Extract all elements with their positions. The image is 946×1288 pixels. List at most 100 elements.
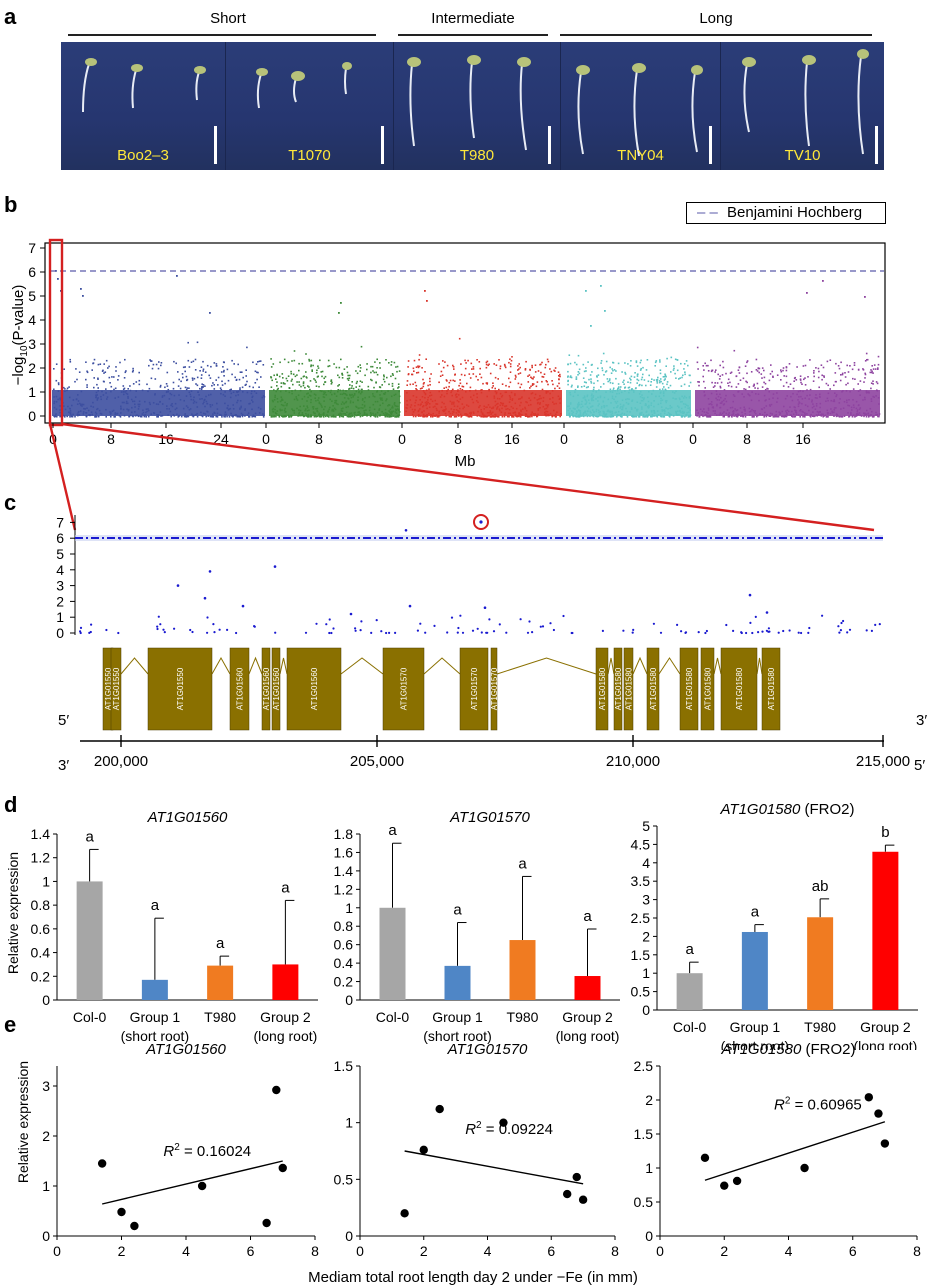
snp-point <box>298 381 300 383</box>
snp-point <box>303 415 306 417</box>
snp-point <box>424 631 427 634</box>
snp-point <box>310 359 313 362</box>
snp-point <box>809 388 812 391</box>
snp-point <box>597 374 600 376</box>
snp-point <box>865 415 868 418</box>
snp-point <box>620 416 623 418</box>
snp-point <box>632 628 635 631</box>
snp-point <box>845 383 847 386</box>
snp-point <box>530 376 532 379</box>
snp-point <box>361 388 363 391</box>
snp-point <box>846 631 849 634</box>
snp-point <box>834 372 837 374</box>
snp-point <box>369 415 372 418</box>
top-snp-circle <box>473 514 489 530</box>
snp-point <box>359 629 362 632</box>
snp-point <box>645 384 647 387</box>
snp-point <box>722 360 724 363</box>
manhattan-xlabel: Mb <box>455 453 476 470</box>
category-label: Group 2 <box>860 1019 911 1035</box>
snp-point <box>820 364 823 366</box>
snp-point <box>873 364 876 366</box>
snp-point <box>735 415 737 418</box>
snp-point <box>826 360 829 363</box>
snp-point <box>95 416 98 418</box>
snp-point <box>780 369 782 371</box>
snp-point <box>877 363 880 366</box>
snp-point <box>545 363 547 366</box>
y-tick-label: 0.6 <box>31 921 51 937</box>
snp-point <box>90 623 93 626</box>
snp-point <box>302 384 305 387</box>
r-symbol: R <box>774 1097 785 1114</box>
snp-point <box>281 415 283 417</box>
snp-point <box>175 362 177 365</box>
snp-point <box>379 367 381 369</box>
snp-point <box>366 368 368 371</box>
snp-point <box>558 387 561 389</box>
snp-point <box>257 361 259 363</box>
gene-exon <box>382 647 425 731</box>
snp-point <box>802 365 805 367</box>
snp-point <box>684 373 686 376</box>
snp-point <box>159 623 162 626</box>
y-tick-label: 5 <box>28 288 36 304</box>
snp-point <box>308 386 310 388</box>
y-tick-label: 1.6 <box>334 844 354 860</box>
scale-bar <box>381 126 384 164</box>
intron-line <box>423 657 461 675</box>
snp-point <box>540 371 542 374</box>
snp-point <box>558 378 560 380</box>
snp-point <box>481 389 483 391</box>
snp-point <box>349 416 352 418</box>
snp-point <box>673 365 675 367</box>
x-tick-label: 24 <box>213 431 229 447</box>
seedling-tile-3: T980 <box>394 42 561 170</box>
trend-line <box>704 1121 886 1181</box>
category-label: Col-0 <box>73 1009 107 1025</box>
intron-line <box>496 657 597 675</box>
snp-point <box>300 377 303 380</box>
snp-point <box>455 415 457 418</box>
snp-point <box>200 388 203 391</box>
snp-point <box>337 374 339 377</box>
snp-point <box>97 377 99 380</box>
snp-point <box>442 366 445 369</box>
snp-point <box>742 415 744 418</box>
snp-point <box>590 382 593 384</box>
snp-point <box>258 360 261 363</box>
snp-point <box>663 416 666 418</box>
r-superscript: 2 <box>785 1096 791 1107</box>
snp-point <box>390 375 392 378</box>
snp-point <box>863 415 865 418</box>
x-tick-label: 4 <box>182 1243 190 1259</box>
snp-point <box>184 366 186 368</box>
snp-point <box>705 629 709 633</box>
snp-point <box>870 629 874 632</box>
snp-point <box>485 363 488 366</box>
snp-point <box>110 415 112 418</box>
snp-point <box>547 383 549 386</box>
snp-point <box>483 606 487 609</box>
snp-point <box>631 415 634 418</box>
snp-point <box>485 416 488 418</box>
snp-point <box>206 631 209 634</box>
snp-point <box>593 382 595 385</box>
snp-point <box>818 370 820 373</box>
snp-point <box>397 416 400 418</box>
snp-point <box>683 383 686 386</box>
snp-point <box>853 362 856 364</box>
snp-point <box>251 415 253 418</box>
snp-point <box>804 364 807 367</box>
category-label: T980 <box>204 1009 236 1025</box>
snp-point <box>150 377 153 380</box>
snp-point <box>852 388 855 390</box>
zoom-points <box>79 529 881 635</box>
snp-point <box>570 386 573 388</box>
snp-point <box>359 380 362 382</box>
snp-point <box>92 362 94 365</box>
snp-point <box>383 374 385 376</box>
snp-point <box>406 384 408 386</box>
snp-point <box>684 631 687 634</box>
snp-point <box>331 415 333 418</box>
